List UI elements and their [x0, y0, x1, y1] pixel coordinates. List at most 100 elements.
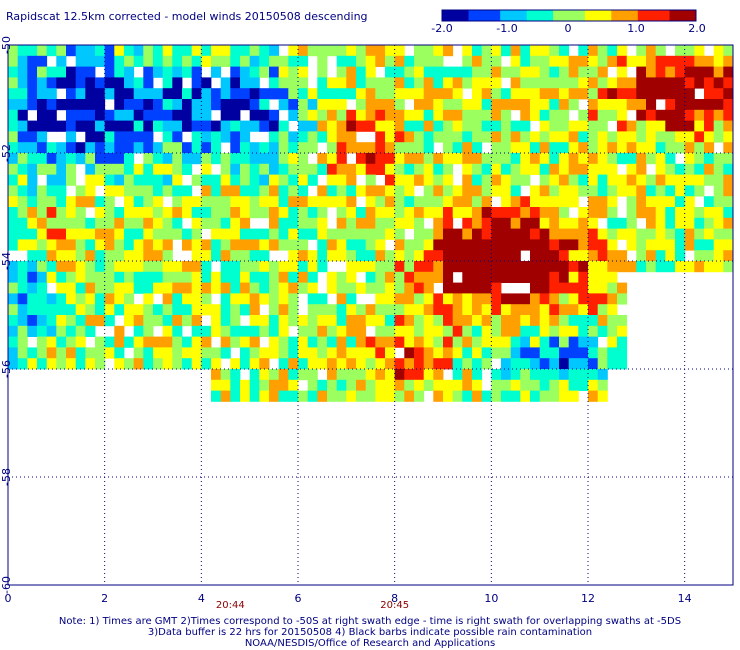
- heatmap-cell: [336, 120, 347, 132]
- heatmap-cell: [336, 131, 347, 143]
- heatmap-cell: [520, 304, 531, 316]
- heatmap-cell: [665, 207, 676, 219]
- heatmap-cell: [327, 239, 338, 251]
- heatmap-cell: [27, 174, 38, 186]
- heatmap-cell: [191, 228, 202, 240]
- heatmap-cell: [588, 120, 599, 132]
- heatmap-cell: [336, 163, 347, 175]
- heatmap-cell: [626, 163, 637, 175]
- heatmap-cell: [636, 131, 647, 143]
- heatmap-cell: [433, 347, 444, 359]
- heatmap-cell: [394, 174, 405, 186]
- heatmap-cell: [133, 261, 144, 273]
- heatmap-cell: [539, 77, 550, 89]
- heatmap-cell: [365, 66, 376, 78]
- heatmap-cell: [249, 66, 260, 78]
- heatmap-cell: [491, 45, 502, 57]
- heatmap-cell: [559, 239, 570, 251]
- heatmap-cell: [675, 163, 686, 175]
- heatmap-cell: [114, 271, 125, 283]
- heatmap-cell: [481, 131, 492, 143]
- heatmap-cell: [143, 282, 154, 294]
- heatmap-cell: [404, 325, 415, 337]
- heatmap-cell: [8, 131, 19, 143]
- heatmap-cell: [182, 358, 193, 370]
- heatmap-cell: [162, 239, 173, 251]
- heatmap-cell: [95, 207, 106, 219]
- heatmap-cell: [530, 77, 541, 89]
- heatmap-cell: [17, 336, 28, 348]
- heatmap-cell: [491, 174, 502, 186]
- heatmap-cell: [220, 325, 231, 337]
- heatmap-cell: [617, 77, 628, 89]
- heatmap-cell: [201, 347, 212, 359]
- heatmap-cell: [481, 228, 492, 240]
- heatmap-cell: [56, 347, 67, 359]
- heatmap-cell: [17, 66, 28, 78]
- heatmap-cell: [510, 131, 521, 143]
- heatmap-cell: [684, 45, 695, 57]
- heatmap-cell: [578, 250, 589, 262]
- heatmap-cell: [288, 142, 299, 154]
- heatmap-cell: [191, 347, 202, 359]
- heatmap-cell: [124, 293, 135, 305]
- heatmap-cell: [75, 99, 86, 111]
- heatmap-cell: [230, 196, 241, 208]
- heatmap-cell: [249, 55, 260, 67]
- heatmap-cell: [713, 131, 724, 143]
- colorbar-segment: [685, 10, 692, 21]
- heatmap-cell: [394, 131, 405, 143]
- heatmap-cell: [346, 239, 357, 251]
- y-tick-label: -52: [0, 144, 13, 162]
- heatmap-cell: [704, 250, 715, 262]
- heatmap-cell: [597, 347, 608, 359]
- heatmap-cell: [646, 120, 657, 132]
- heatmap-cell: [472, 239, 483, 251]
- colorbar-segment: [505, 10, 512, 21]
- colorbar-segment: [526, 10, 533, 21]
- heatmap-cell: [723, 66, 734, 78]
- heatmap-cell: [520, 379, 531, 391]
- heatmap-cell: [66, 228, 77, 240]
- heatmap-cell: [288, 261, 299, 273]
- heatmap-cell: [240, 196, 251, 208]
- heatmap-cell: [520, 347, 531, 359]
- heatmap-cell: [481, 250, 492, 262]
- heatmap-cell: [443, 99, 454, 111]
- heatmap-cell: [288, 228, 299, 240]
- heatmap-cell: [191, 99, 202, 111]
- heatmap-cell: [713, 99, 724, 111]
- heatmap-cell: [423, 315, 434, 327]
- heatmap-cell: [414, 325, 425, 337]
- heatmap-cell: [365, 379, 376, 391]
- heatmap-cell: [17, 77, 28, 89]
- heatmap-cell: [423, 261, 434, 273]
- heatmap-cell: [626, 99, 637, 111]
- heatmap-cell: [143, 315, 154, 327]
- heatmap-cell: [394, 120, 405, 132]
- heatmap-cell: [46, 142, 57, 154]
- heatmap-cell: [626, 77, 637, 89]
- heatmap-cell: [520, 174, 531, 186]
- heatmap-cell: [704, 207, 715, 219]
- heatmap-cell: [288, 185, 299, 197]
- heatmap-cell: [365, 217, 376, 229]
- heatmap-cell: [607, 347, 618, 359]
- heatmap-cell: [95, 163, 106, 175]
- heatmap-cell: [491, 109, 502, 121]
- heatmap-cell: [37, 99, 48, 111]
- heatmap-cell: [133, 358, 144, 370]
- heatmap-cell: [46, 88, 57, 100]
- heatmap-cell: [704, 55, 715, 67]
- heatmap-cell: [85, 239, 96, 251]
- heatmap-cell: [549, 142, 560, 154]
- heatmap-cell: [278, 293, 289, 305]
- heatmap-cell: [259, 379, 270, 391]
- heatmap-cell: [433, 88, 444, 100]
- heatmap-cell: [568, 336, 579, 348]
- heatmap-cell: [443, 336, 454, 348]
- heatmap-cell: [385, 390, 396, 402]
- heatmap-cell: [385, 347, 396, 359]
- heatmap-cell: [375, 55, 386, 67]
- heatmap-cell: [56, 153, 67, 165]
